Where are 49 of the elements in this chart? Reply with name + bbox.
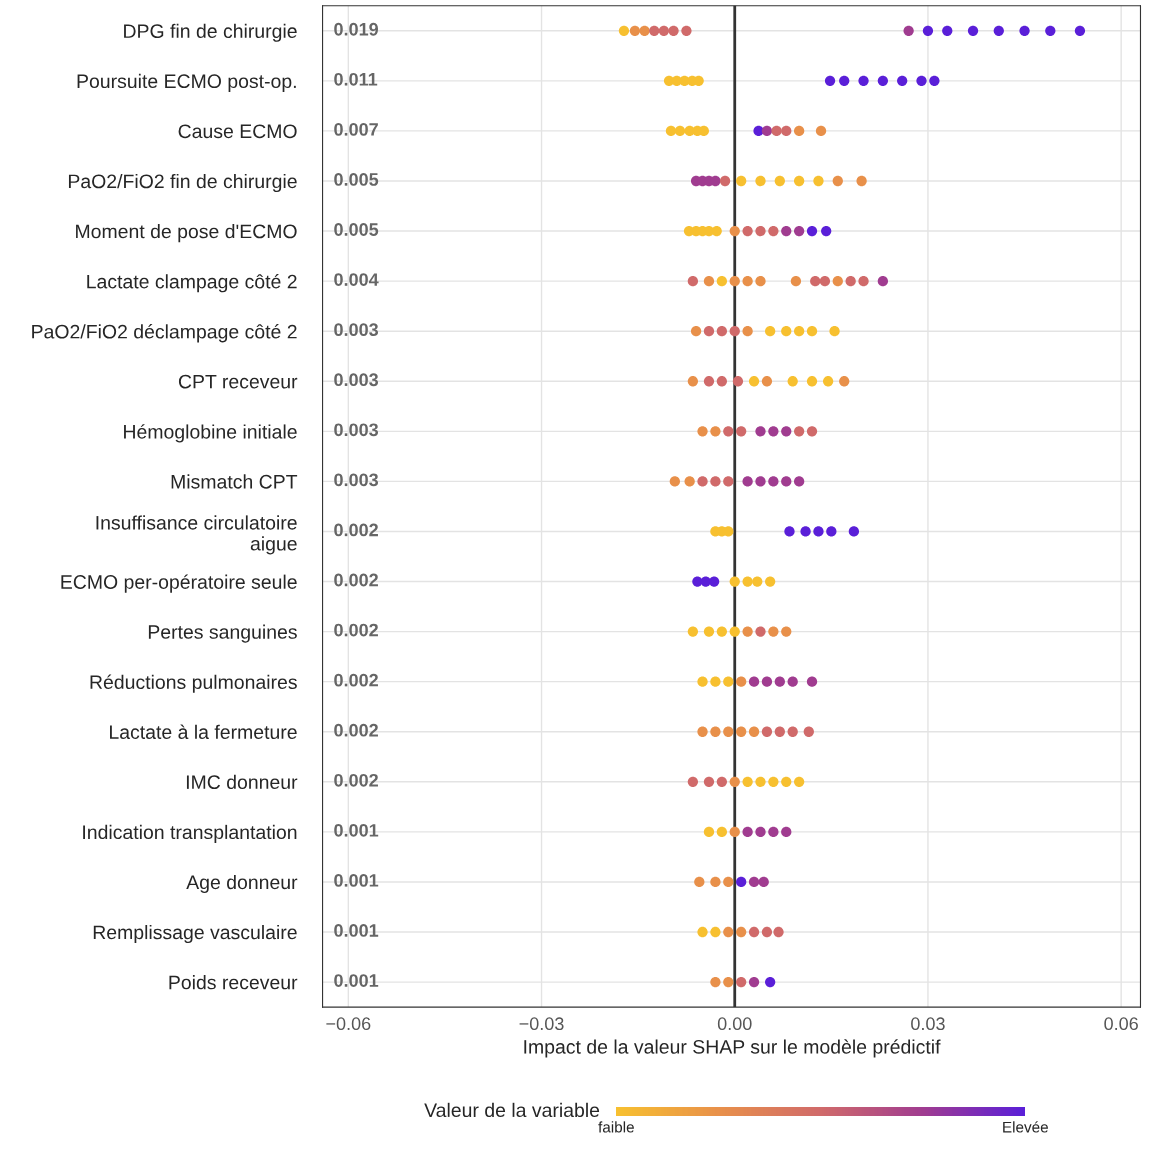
text: 0.005 [334, 223, 379, 236]
text: 0.002 [334, 673, 378, 687]
text: 0.002 [334, 523, 378, 537]
x-tick-label: 0.06 [1104, 1017, 1138, 1031]
text: 0.002 [334, 723, 378, 737]
x-tick-label: 0.00 [717, 1017, 752, 1031]
y-tick-label: Indication transplantation [83, 824, 297, 843]
color-bar-label: faible [598, 1121, 634, 1133]
text: 0.002 [334, 623, 378, 637]
text: 0.007 [334, 122, 378, 136]
text: 0.019 [334, 22, 379, 36]
y-tick-label: PaO2/FiO2 fin de chirurgie [68, 173, 297, 193]
y-tick-label: Poids receveur [169, 975, 298, 990]
x-tick-label: −0.06 [326, 1017, 371, 1031]
y-tick-label: DPG fin de chirurgie [124, 23, 297, 42]
text: 0.001 [334, 924, 379, 937]
y-tick-label: Pertes sanguines [148, 624, 297, 643]
color-bar-title: Valeur de la variable [424, 1102, 600, 1118]
y-tick-label: IMC donneur [186, 774, 298, 790]
y-tick-label: Lactate clampage côté 2 [87, 273, 297, 293]
y-tick-label: Insuffisance circulatoire aigue [96, 515, 297, 555]
text: 0.011 [334, 72, 378, 86]
text: 0.001 [334, 823, 379, 837]
y-tick-label: Age donneur [186, 874, 298, 894]
y-tick-label: CPT receveur [178, 374, 298, 389]
text: 0.003 [334, 473, 379, 487]
text: 0.003 [334, 423, 379, 437]
y-tick-label: Remplissage vasculaire [93, 924, 297, 944]
y-tick-label: Mismatch CPT [171, 474, 298, 489]
text: 0.002 [334, 573, 378, 587]
y-tick-label: ECMO per-opératoire seule [61, 574, 297, 593]
x-tick-label: 0.03 [911, 1017, 945, 1031]
x-axis-title: Impact de la valeur SHAP sur le modèle prédictif [524, 1039, 941, 1058]
x-tick-label: −0.03 [519, 1017, 564, 1031]
y-tick-label: Moment de pose d'ECMO [76, 224, 297, 243]
text: 0.004 [334, 273, 379, 286]
text: 0.003 [334, 323, 379, 337]
text: 0.001 [334, 974, 379, 987]
y-tick-label: Cause ECMO [178, 124, 297, 139]
text: 0.002 [334, 773, 378, 787]
text: 0.001 [334, 874, 379, 887]
text: 0.003 [334, 373, 379, 387]
text: 0.005 [334, 173, 379, 186]
color-bar-label: Elevée [1003, 1121, 1048, 1133]
y-tick-label: Poursuite ECMO post-op. [77, 73, 296, 92]
y-tick-label: PaO2/FiO2 déclampage côté 2 [32, 324, 297, 343]
y-tick-label: Réductions pulmonaires [90, 674, 297, 693]
y-tick-label: Lactate à la fermeture [110, 724, 297, 739]
y-tick-label: Hémoglobine initiale [124, 424, 297, 443]
